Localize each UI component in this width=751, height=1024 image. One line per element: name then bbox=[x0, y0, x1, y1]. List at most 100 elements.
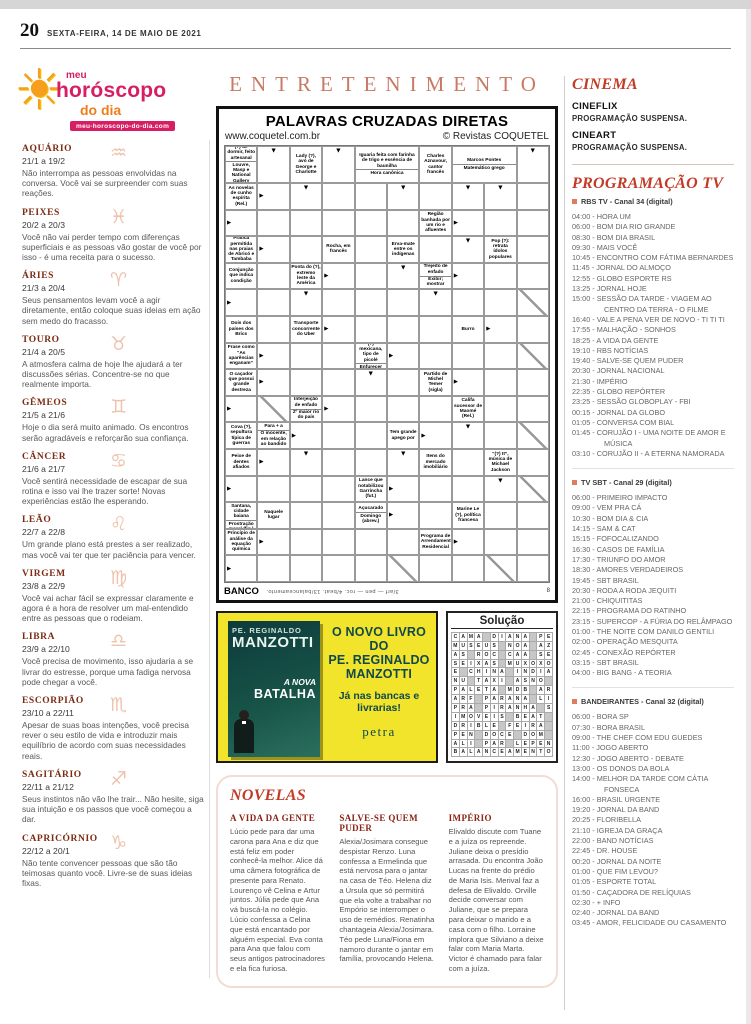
novela-title: SALVE-SE QUEM PUDER bbox=[339, 812, 418, 833]
crossword-cell bbox=[484, 395, 517, 423]
solution-letter-cell: L bbox=[467, 686, 475, 695]
page-right-edge bbox=[746, 9, 751, 1024]
crossword-cell bbox=[484, 209, 517, 237]
crossword-clue: Prática permitida nas praias de Abricó e… bbox=[225, 236, 258, 263]
book-author-line: PE. REGINALDO bbox=[232, 625, 302, 635]
tv-listing-item: 14:00 - MELHOR DA TARDE COM CÁTIA FONSEC… bbox=[572, 774, 708, 794]
crossword-cell bbox=[289, 369, 323, 396]
divider bbox=[572, 687, 734, 689]
solution-letter-cell: S bbox=[459, 650, 467, 659]
solution-letter-cell: R bbox=[459, 704, 467, 712]
solution-letter-cell: N bbox=[514, 632, 521, 641]
crossword-cell bbox=[484, 262, 517, 290]
solution-letter-cell: R bbox=[498, 704, 506, 712]
solution-letter-cell: O bbox=[537, 677, 545, 686]
sign-name: LEÃO bbox=[22, 515, 52, 526]
novela-text: Elivaldo discute com Tuane e a juíza os … bbox=[448, 826, 544, 974]
tv-listing-item: 18:25 - A VIDA DA GENTE bbox=[572, 335, 659, 345]
crossword-clue: Marine Le (?), política francesa bbox=[451, 502, 485, 529]
solution-blocked-cell bbox=[529, 686, 537, 695]
solution-letter-cell: R bbox=[475, 650, 483, 659]
solution-letter-cell: R bbox=[498, 739, 506, 748]
tv-listing-item: 18:30 - AMORES VERDADEIROS bbox=[572, 565, 684, 575]
sign-name: PEIXES bbox=[22, 207, 60, 218]
logo-word-dodia: do dia bbox=[80, 102, 122, 118]
arrow-down-icon: ▼ bbox=[368, 371, 373, 378]
crossword-cell bbox=[516, 395, 549, 423]
solution-letter-cell: M bbox=[467, 632, 475, 641]
crossword-cell bbox=[516, 209, 549, 237]
arrow-right-icon: ▶ bbox=[227, 565, 232, 572]
solution-letter-cell: E bbox=[490, 721, 498, 730]
crossword-cell bbox=[322, 209, 355, 237]
arrow-down-icon: ▼ bbox=[498, 477, 503, 484]
solution-letter-cell: A bbox=[521, 650, 529, 659]
solution-blocked-cell bbox=[545, 677, 552, 686]
tv-listing-item: 02:45 - CONEXÃO REPÓRTER bbox=[572, 647, 676, 657]
tv-listing-item: 09:30 - MAIS VOCÊ bbox=[572, 242, 638, 252]
sign-name: GÊMEOS bbox=[22, 398, 68, 409]
crossword-clue: “(?) It”, música de Michael Jackson bbox=[484, 448, 517, 476]
tv-listing-item: 17:30 - TRIUNFO DO AMOR bbox=[572, 554, 666, 564]
solution-letter-cell: A bbox=[459, 748, 467, 757]
solution-letter-cell: E bbox=[475, 641, 483, 650]
zodiac-icon: ♐ bbox=[110, 767, 128, 790]
crossword-cell bbox=[354, 448, 387, 476]
tv-listing: 06:00 - BORA SP 07:30 - BORA BRASIL 09:00 … bbox=[572, 712, 734, 928]
solution-letter-cell: F bbox=[506, 721, 514, 730]
tv-column: CINEMA CINEFLIX PROGRAMAÇÃO SUSPENSA. CINE… bbox=[572, 76, 734, 929]
solution-letter-cell: U bbox=[483, 641, 490, 650]
horoscope-sign: ÁRIES ♈ 21/3 a 20/4 Seus pensamentos levam … bbox=[22, 271, 204, 326]
crossword-cell bbox=[289, 236, 323, 263]
tv-listing-item: 22:15 - PROGRAMA DO RATINHO bbox=[572, 606, 687, 616]
crossword-cell bbox=[387, 369, 420, 396]
crossword-cell: ▶ bbox=[257, 528, 290, 556]
crossword-cell bbox=[354, 236, 387, 263]
horoscope-sign: CÂNCER ♋ 21/6 a 21/7 Você sentirá necessida… bbox=[22, 451, 204, 507]
solution-letter-cell: A bbox=[506, 632, 514, 641]
crossword-cell bbox=[516, 183, 549, 210]
solution-letter-cell: X bbox=[521, 659, 529, 668]
tv-listing-item: 09:00 - THE CHEF COM EDU GUEDES bbox=[572, 733, 703, 743]
tv-listing-item: 01:05 - CONVERSA COM BIAL bbox=[572, 417, 675, 427]
solution-letter-cell: E bbox=[475, 686, 483, 695]
tv-listing-item: 13:00 - OS DONOS DA BOLA bbox=[572, 763, 670, 773]
solution-letter-cell: A bbox=[475, 632, 483, 641]
crossword-cell bbox=[322, 528, 355, 556]
page-date: SEXTA-FEIRA, 14 DE MAIO DE 2021 bbox=[47, 29, 202, 38]
novelas-section: NOVELAS A VIDA DA GENTE Lúcio pede para d… bbox=[216, 774, 558, 988]
cinema-name: CINEFLIX bbox=[572, 101, 618, 112]
solution-letter-cell: A bbox=[545, 668, 552, 677]
crossword-cell: ▼ bbox=[387, 183, 420, 210]
solution-letter-cell: A bbox=[521, 695, 529, 704]
solution-letter-cell: A bbox=[506, 695, 514, 704]
tv-listing-item: 22:00 - BAND NOTÍCIAS bbox=[572, 836, 654, 846]
arrow-right-icon: ▶ bbox=[259, 246, 264, 253]
sign-text: Apesar de suas boas intenções, você prec… bbox=[22, 720, 189, 761]
solution-blocked-cell bbox=[475, 739, 483, 748]
horoscope-sign: ESCORPIÃO ♏ 23/10 a 22/11 Apesar de suas bo… bbox=[22, 696, 204, 761]
crossword-clue: Burro bbox=[451, 315, 485, 343]
sign-dates: 22/12 a 20/1 bbox=[22, 845, 70, 856]
solution-blocked-cell bbox=[467, 650, 475, 659]
cinema-item: CINEFLIX PROGRAMAÇÃO SUSPENSA. bbox=[572, 101, 734, 123]
tv-channel-block: TV SBT - Canal 29 (digital) 06:00 - PRIME… bbox=[572, 478, 734, 678]
solution-letter-cell: A bbox=[514, 650, 521, 659]
solution-letter-cell: Z bbox=[545, 641, 552, 650]
solution-blocked-cell bbox=[529, 632, 537, 641]
sign-text: Hoje o dia será muito animado. Os encont… bbox=[22, 422, 189, 443]
solution-letter-cell: L bbox=[514, 739, 521, 748]
solution-letter-cell: A bbox=[521, 632, 529, 641]
solution-blocked-cell bbox=[506, 677, 514, 686]
crossword-cell: ▼ bbox=[516, 146, 549, 183]
crossword-clue: Frase como “As aparências enganam” bbox=[225, 342, 258, 370]
arrow-right-icon: ▶ bbox=[486, 326, 491, 333]
solution-letter-cell: C bbox=[467, 668, 475, 677]
book-title-line2: BATALHA bbox=[253, 686, 316, 701]
crossword-cell: ▼ bbox=[451, 236, 485, 263]
zodiac-icon: ♎ bbox=[110, 630, 128, 653]
solution-letter-cell: B bbox=[514, 712, 521, 721]
crossword-cell: ▶ bbox=[225, 555, 258, 582]
solution-letter-cell: B bbox=[452, 748, 459, 757]
